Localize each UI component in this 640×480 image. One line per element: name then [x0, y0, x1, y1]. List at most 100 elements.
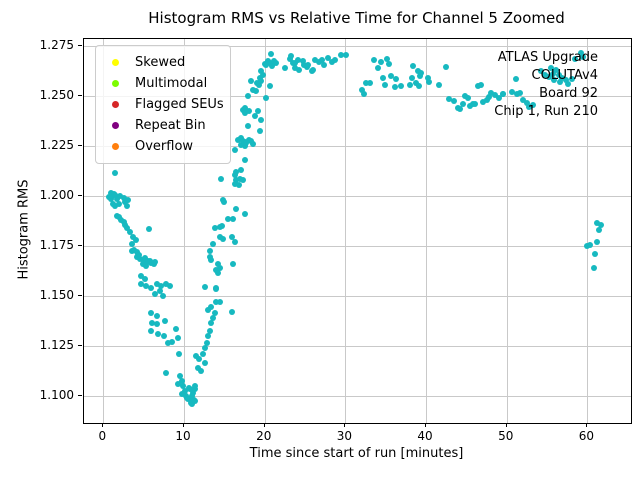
- data-point: [128, 241, 135, 247]
- data-point: [108, 196, 115, 202]
- gridline-horizontal: [84, 346, 631, 347]
- data-point: [230, 215, 237, 222]
- data-point: [508, 88, 515, 95]
- legend-entry: Overflow: [106, 136, 222, 157]
- data-point: [179, 391, 186, 398]
- data-point: [281, 65, 288, 72]
- data-point: [191, 398, 198, 404]
- data-point: [594, 239, 601, 246]
- data-point: [178, 378, 185, 384]
- y-tick-label: 1.175: [39, 238, 74, 252]
- data-point: [252, 113, 259, 120]
- data-point: [211, 224, 218, 231]
- y-tick-mark: [78, 145, 82, 146]
- data-point: [180, 383, 187, 389]
- data-point: [545, 73, 552, 80]
- data-point: [461, 93, 468, 99]
- data-point: [590, 264, 597, 271]
- data-point: [296, 66, 303, 73]
- data-point: [499, 91, 506, 97]
- data-point: [122, 199, 129, 205]
- data-point: [131, 247, 138, 253]
- gridline-horizontal: [84, 46, 631, 47]
- data-point: [519, 97, 526, 103]
- data-point: [406, 82, 413, 89]
- data-point: [175, 334, 182, 341]
- data-point: [598, 221, 605, 228]
- legend-marker-icon: [112, 101, 119, 108]
- data-point: [233, 169, 240, 175]
- y-tick-label: 1.275: [39, 38, 74, 52]
- data-point: [238, 167, 245, 174]
- legend-marker-icon: [112, 80, 119, 87]
- x-tick-label: 60: [578, 429, 595, 443]
- data-point: [569, 76, 576, 83]
- data-point: [202, 284, 209, 290]
- legend-marker-icon: [112, 122, 119, 129]
- data-point: [147, 309, 154, 316]
- y-tick-mark: [78, 195, 82, 196]
- data-point: [114, 196, 121, 202]
- data-point: [241, 210, 248, 217]
- data-point: [256, 128, 263, 135]
- gridline-horizontal: [84, 396, 631, 397]
- data-point: [196, 356, 203, 363]
- data-point: [305, 61, 312, 68]
- data-point: [192, 383, 199, 389]
- data-point: [202, 344, 209, 351]
- data-point: [111, 170, 118, 177]
- data-point: [172, 326, 179, 333]
- data-point: [132, 237, 139, 243]
- data-point: [120, 195, 127, 201]
- data-point: [377, 59, 384, 66]
- data-point: [228, 308, 235, 315]
- data-point: [311, 56, 318, 63]
- data-point: [189, 393, 196, 399]
- data-point: [203, 339, 210, 346]
- data-point: [166, 283, 173, 289]
- data-point: [147, 259, 154, 266]
- data-point: [208, 319, 215, 326]
- data-point: [164, 339, 171, 346]
- data-point: [321, 61, 328, 68]
- data-point: [556, 72, 563, 79]
- data-point: [123, 225, 130, 231]
- legend-marker-icon: [112, 143, 119, 150]
- data-point: [250, 140, 257, 147]
- y-tick-mark: [78, 345, 82, 346]
- data-point: [208, 304, 215, 310]
- data-point: [138, 273, 145, 279]
- data-point: [140, 257, 147, 264]
- y-tick-mark: [78, 395, 82, 396]
- data-point: [156, 288, 163, 294]
- data-point: [541, 72, 548, 78]
- x-tick-mark: [425, 423, 427, 427]
- data-point: [523, 99, 530, 106]
- data-point: [415, 83, 422, 89]
- data-point: [214, 260, 221, 267]
- x-tick-label: 40: [417, 429, 433, 443]
- data-point: [474, 83, 481, 89]
- data-point: [205, 307, 212, 314]
- data-point: [559, 75, 566, 81]
- gridline-vertical: [264, 39, 266, 423]
- data-point: [580, 54, 587, 60]
- data-point: [248, 138, 254, 145]
- data-point: [244, 123, 251, 130]
- data-point: [595, 226, 602, 233]
- data-point: [294, 56, 301, 63]
- data-point: [163, 369, 170, 376]
- data-point: [385, 60, 392, 67]
- data-point: [360, 91, 367, 97]
- x-tick-label: 10: [175, 429, 191, 443]
- gridline-horizontal: [84, 96, 631, 97]
- data-point: [218, 223, 225, 230]
- data-point: [571, 55, 578, 62]
- data-point: [232, 205, 239, 212]
- data-point: [263, 95, 270, 102]
- data-point: [219, 235, 226, 242]
- data-point: [123, 203, 130, 209]
- data-point: [138, 281, 145, 288]
- data-point: [426, 79, 433, 85]
